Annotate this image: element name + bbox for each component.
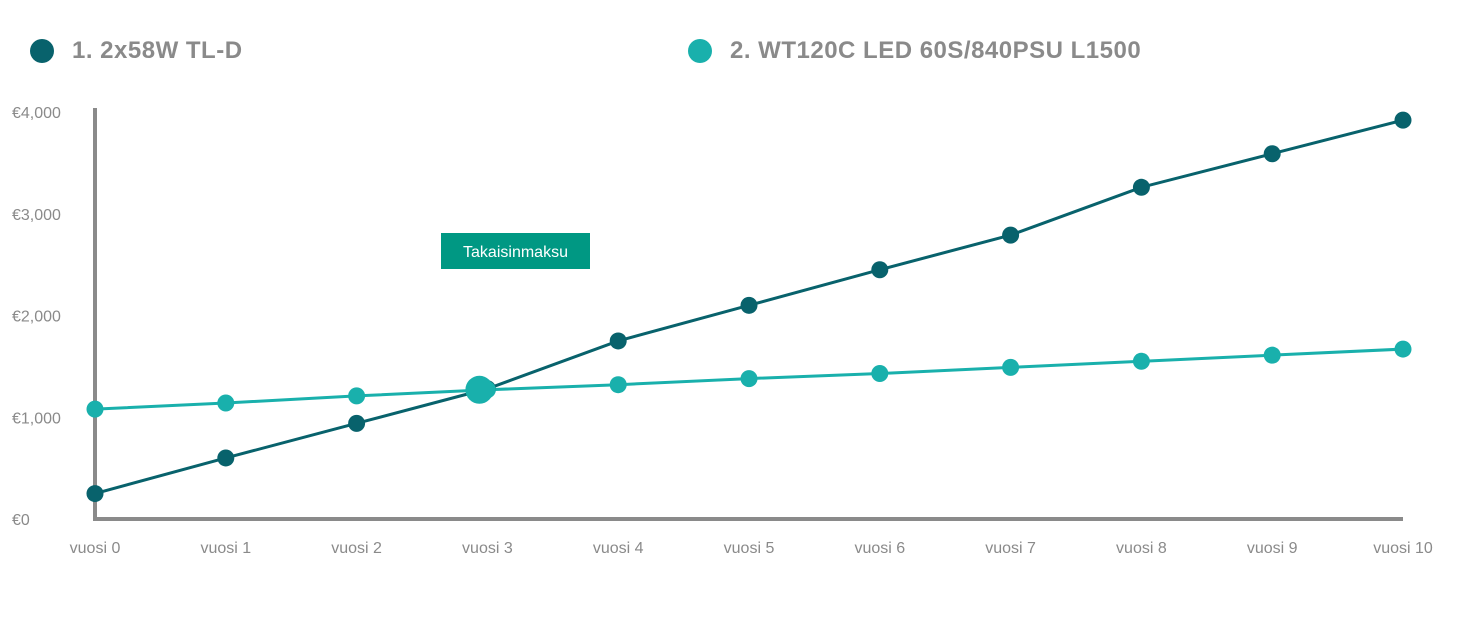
y-tick-label: €2,000 bbox=[12, 309, 61, 326]
series-1-point bbox=[1394, 111, 1412, 129]
legend-item-series-2: 2. WT120C LED 60S/840PSU L1500 bbox=[688, 37, 1141, 65]
x-tick-label: vuosi 6 bbox=[854, 540, 905, 557]
y-tick-label: €3,000 bbox=[12, 207, 61, 224]
series-1-point bbox=[1002, 226, 1020, 244]
x-tick-label: vuosi 9 bbox=[1247, 540, 1298, 557]
legend-item-series-1: 1. 2x58W TL-D bbox=[30, 37, 243, 65]
payback-point-marker bbox=[465, 375, 494, 404]
x-tick-label: vuosi 7 bbox=[985, 540, 1036, 557]
series-1-point bbox=[609, 332, 627, 350]
series-2-point bbox=[1263, 346, 1281, 364]
y-tick-label: €4,000 bbox=[12, 105, 61, 122]
series-2-point bbox=[1132, 352, 1150, 370]
series-2-point bbox=[86, 400, 104, 418]
x-tick-label: vuosi 3 bbox=[462, 540, 513, 557]
annotation-box bbox=[441, 233, 590, 269]
series-2-point bbox=[217, 394, 235, 412]
x-tick-label: vuosi 5 bbox=[724, 540, 775, 557]
series-1-point bbox=[86, 485, 104, 503]
annotation-label: Takaisinmaksu bbox=[463, 244, 568, 261]
series-2-point bbox=[1394, 340, 1412, 358]
x-tick-label: vuosi 0 bbox=[70, 540, 121, 557]
legend-label-series-1: 1. 2x58W TL-D bbox=[72, 37, 243, 64]
legend-marker-series-2 bbox=[688, 39, 712, 63]
series-2-point bbox=[1002, 358, 1020, 376]
series-1-point bbox=[740, 296, 758, 314]
x-tick-label: vuosi 2 bbox=[331, 540, 382, 557]
series-2-point bbox=[348, 387, 366, 405]
x-tick-label: vuosi 10 bbox=[1373, 540, 1433, 557]
x-tick-label: vuosi 1 bbox=[200, 540, 251, 557]
y-tick-label: €1,000 bbox=[12, 410, 61, 427]
series-2-point bbox=[871, 364, 889, 382]
y-tick-label: €0 bbox=[12, 512, 30, 529]
series-1-point bbox=[217, 449, 235, 467]
series-2-point bbox=[609, 376, 627, 394]
series-1-point bbox=[871, 261, 889, 279]
x-tick-label: vuosi 8 bbox=[1116, 540, 1167, 557]
series-1-point bbox=[1263, 145, 1281, 163]
legend-marker-series-1 bbox=[30, 39, 54, 63]
series-1-point bbox=[1132, 178, 1150, 196]
series-1-point bbox=[348, 414, 366, 432]
legend-label-series-2: 2. WT120C LED 60S/840PSU L1500 bbox=[730, 37, 1142, 64]
series-2-point bbox=[740, 370, 758, 388]
x-tick-label: vuosi 4 bbox=[593, 540, 644, 557]
